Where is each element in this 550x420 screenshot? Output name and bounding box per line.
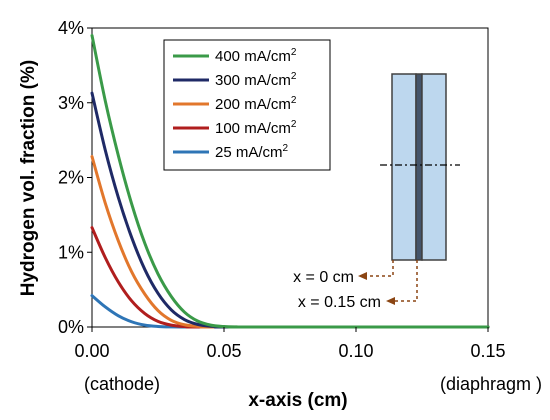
x-tick-label: 0.00 — [74, 341, 109, 361]
x-tick-label: 0.15 — [470, 341, 505, 361]
legend-label-1: 300 mA/cm2 — [215, 71, 297, 89]
series-line-4 — [90, 294, 490, 329]
legend: 400 mA/cm2 300 mA/cm2 200 mA/cm2 100 mA/cm2… — [163, 39, 331, 171]
diaphragm-bar — [415, 73, 423, 261]
cell-inset-diagram: x = 0 cm x = 0.15 cm — [293, 73, 460, 311]
electrode-right — [421, 73, 447, 261]
annotation-x015: x = 0.15 cm — [298, 294, 381, 311]
series-layer — [90, 33, 490, 329]
x-end-label-diaphragm: (diaphragm ) — [440, 374, 542, 394]
y-tick-label: 3% — [58, 93, 84, 113]
legend-label-4: 25 mA/cm2 — [215, 143, 289, 161]
x-tick-label: 0.05 — [206, 341, 241, 361]
ticks-layer: 0% 1% 2% 3% 4% 0.00 0.05 0.10 0.15 — [58, 18, 506, 361]
x-end-label-cathode: (cathode) — [84, 374, 160, 394]
arrow-x0-head — [358, 272, 367, 280]
legend-label-2: 200 mA/cm2 — [215, 95, 297, 113]
legend-label-3: 100 mA/cm2 — [215, 119, 297, 137]
y-tick-label: 4% — [58, 18, 84, 38]
x-axis-title: x-axis (cm) — [248, 390, 347, 411]
arrow-x015-head — [386, 297, 395, 305]
y-tick-label: 1% — [58, 242, 84, 262]
legend-label-0: 400 mA/cm2 — [215, 47, 297, 65]
arrow-x0-path — [366, 260, 394, 277]
y-axis-title: Hydrogen vol. fraction (%) — [18, 60, 39, 296]
y-tick-label: 2% — [58, 168, 84, 188]
electrode-left — [391, 73, 417, 261]
arrow-x015-path — [394, 260, 418, 302]
x-tick-label: 0.10 — [338, 341, 373, 361]
series-line-0 — [90, 33, 490, 329]
y-tick-label: 0% — [58, 317, 84, 337]
annotation-x0: x = 0 cm — [293, 269, 354, 286]
